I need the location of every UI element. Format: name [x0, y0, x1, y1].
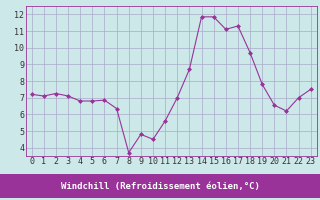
- Text: Windchill (Refroidissement éolien,°C): Windchill (Refroidissement éolien,°C): [60, 182, 260, 190]
